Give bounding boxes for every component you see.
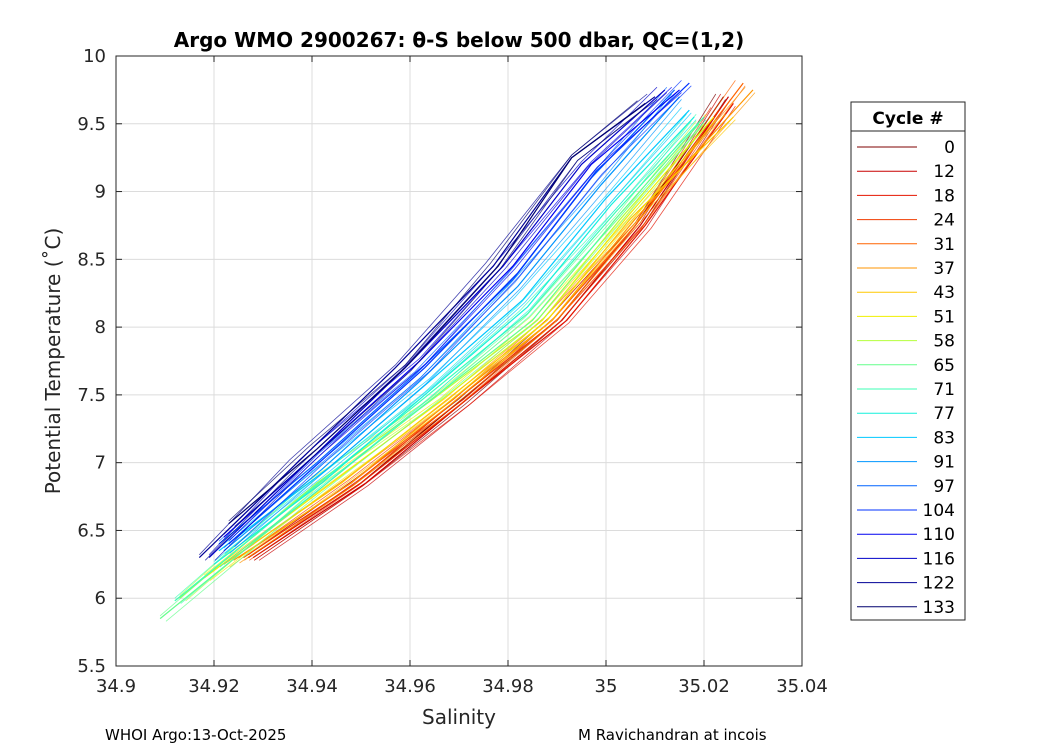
series-line-cycle-37 <box>233 89 754 561</box>
legend-label: 65 <box>933 356 955 376</box>
x-tick-label: 35 <box>595 676 618 697</box>
series-line-cycle-133 <box>234 105 648 527</box>
footer-right: M Ravichandran at incois <box>578 726 767 744</box>
legend-label: 37 <box>933 259 955 279</box>
x-axis-label: Salinity <box>422 705 496 729</box>
legend-entries: 0 12 18 24 31 37 43 51 58 65 71 77 83 91 97 104 110 116 12… <box>857 138 955 618</box>
tick-layer: 34.9 34.92 34.94 34.96 34.98 35 35.02 35.04 5.5 6… <box>77 46 827 697</box>
y-tick-label: 7 <box>95 453 106 474</box>
y-tick-label: 7.5 <box>77 385 106 406</box>
legend-box <box>850 101 966 621</box>
y-tick-label: 6.5 <box>77 520 106 541</box>
series-line-cycle-104 <box>228 80 682 542</box>
series-line-cycle-116 <box>208 89 666 559</box>
legend-label: 116 <box>923 549 955 569</box>
legend-label: 24 <box>933 211 955 231</box>
series-line-cycle-51 <box>209 119 717 581</box>
legend-label: 43 <box>933 283 955 303</box>
series-line-cycle-65 <box>165 126 702 622</box>
legend-label: 51 <box>933 307 955 327</box>
series-line-cycle-18 <box>247 103 734 559</box>
legend-label: 83 <box>933 428 955 448</box>
legend-label: 133 <box>923 598 955 618</box>
legend-label: 77 <box>933 404 955 424</box>
y-tick-label: 10 <box>83 46 106 67</box>
x-tick-label: 34.9 <box>96 676 136 697</box>
chart-title: Argo WMO 2900267: θ-S below 500 dbar, QC… <box>174 28 744 52</box>
legend-label: 18 <box>933 186 955 206</box>
footer-left: WHOI Argo:13-Oct-2025 <box>105 726 286 744</box>
legend-label: 104 <box>923 501 955 521</box>
series-line-cycle-83 <box>224 112 692 554</box>
y-tick-label: 9 <box>95 182 106 203</box>
plot-frame <box>115 55 803 667</box>
series-line-cycle-58 <box>185 126 707 602</box>
series-line-cycle-91 <box>229 99 682 554</box>
legend-label: 0 <box>944 138 955 158</box>
x-tick-label: 34.94 <box>286 676 338 697</box>
y-tick-label: 6 <box>95 588 106 609</box>
series-line-cycle-71 <box>174 114 697 599</box>
y-tick-label: 9.5 <box>77 114 106 135</box>
y-tick-label: 8 <box>95 317 106 338</box>
series-layer <box>159 80 756 622</box>
legend-title: Cycle # <box>872 109 943 129</box>
legend-label: 31 <box>933 235 955 255</box>
series-line-cycle-24 <box>249 112 722 561</box>
series-line-cycle-104 <box>228 82 690 545</box>
series-line-cycle-12 <box>258 99 731 561</box>
x-tick-label: 34.96 <box>384 676 436 697</box>
series-line-cycle-43 <box>229 119 736 568</box>
series-line-cycle-91 <box>223 96 680 552</box>
series-line-cycle-104 <box>234 85 692 547</box>
series-line-cycle-133 <box>228 100 638 522</box>
series-line-cycle-58 <box>179 123 705 599</box>
legend-label: 12 <box>933 162 955 182</box>
x-tick-label: 34.92 <box>188 676 240 697</box>
x-tick-label: 35.04 <box>776 676 828 697</box>
series-line-cycle-65 <box>159 123 700 620</box>
series-line-cycle-116 <box>214 92 668 561</box>
series-line-cycle-43 <box>223 114 726 562</box>
legend: Cycle # 0 12 18 24 31 37 43 51 58 65 71 77 83 91 97 104… <box>850 101 966 621</box>
x-tick-label: 35.02 <box>678 676 730 697</box>
series-line-cycle-77 <box>219 119 697 568</box>
legend-label: 91 <box>933 453 955 473</box>
series-line-cycle-77 <box>213 116 695 565</box>
legend-label: 110 <box>923 525 955 545</box>
series-line-cycle-37 <box>239 92 756 564</box>
legend-label: 97 <box>933 477 955 497</box>
series-line-cycle-83 <box>218 109 690 552</box>
y-tick-label: 8.5 <box>77 249 106 270</box>
series-line-cycle-18 <box>253 105 736 561</box>
y-axis-label: Potential Temperature (˚C) <box>41 228 65 495</box>
series-line-cycle-133 <box>228 102 646 525</box>
y-tick-label: 5.5 <box>77 656 106 677</box>
legend-label: 58 <box>933 332 955 352</box>
x-tick-label: 34.98 <box>482 676 534 697</box>
legend-label: 122 <box>923 574 955 594</box>
legend-label: 71 <box>933 380 955 400</box>
